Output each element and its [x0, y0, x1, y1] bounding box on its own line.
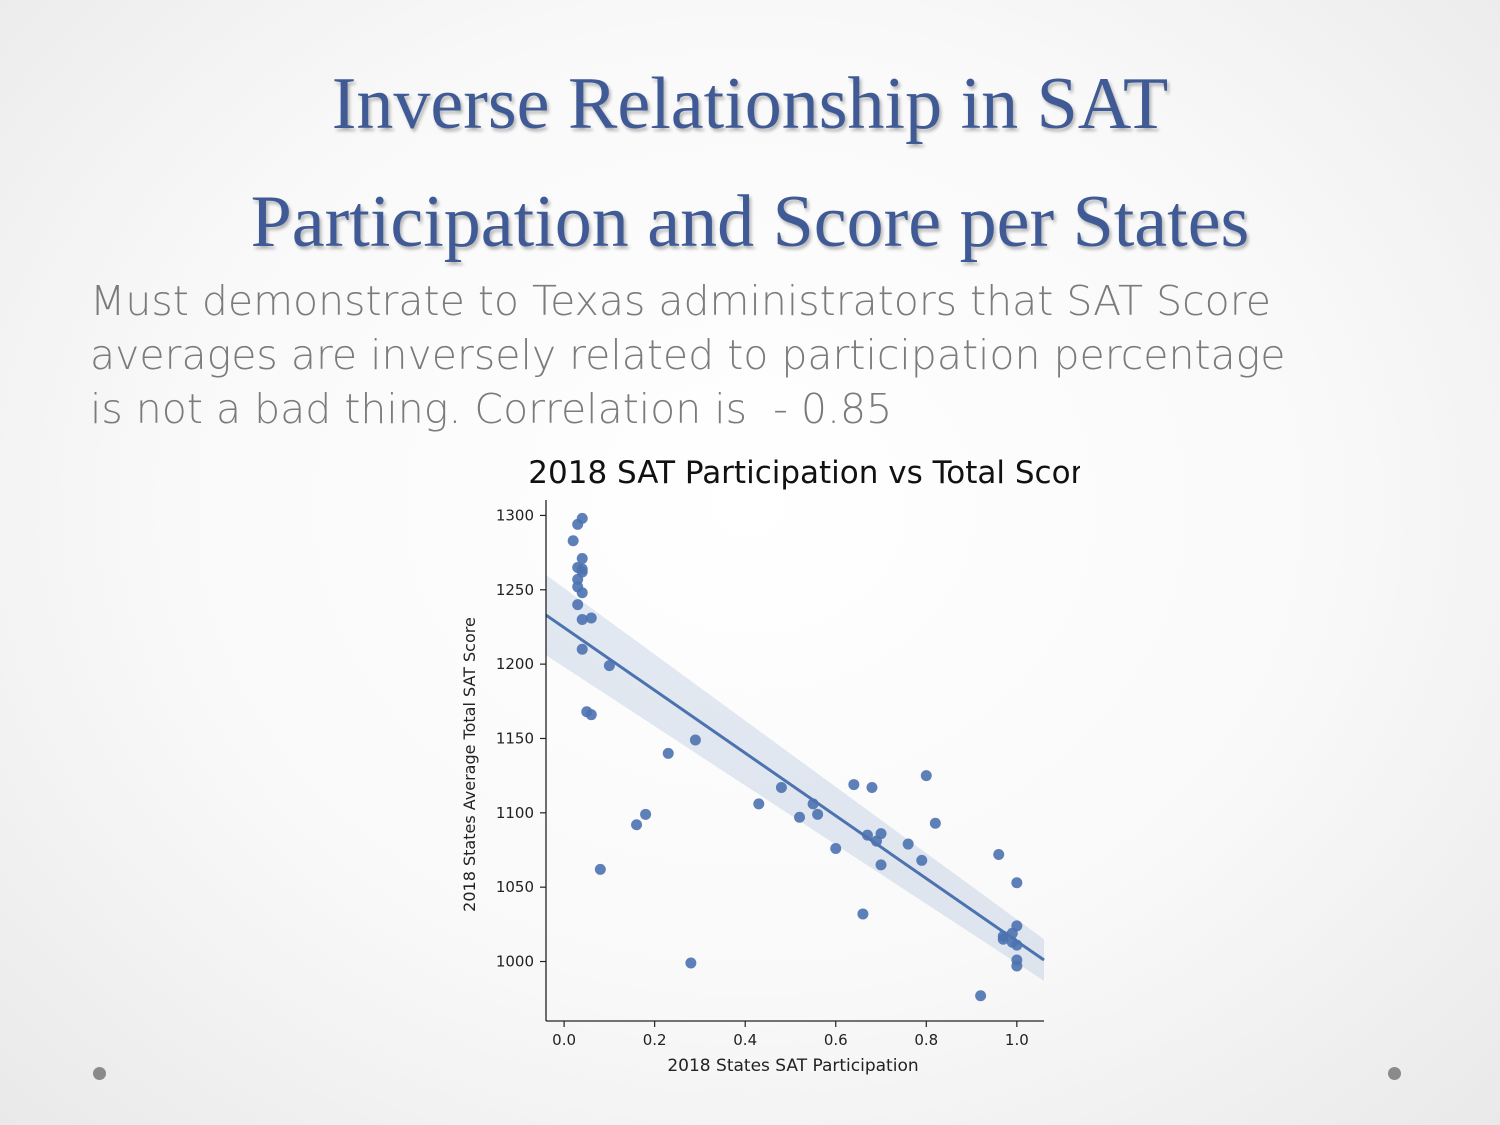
y-tick-label: 1050 — [496, 878, 534, 896]
data-point — [585, 612, 597, 624]
data-point — [576, 553, 588, 565]
x-tick-label: 0.8 — [914, 1031, 938, 1049]
chart-title: 2018 SAT Participation vs Total Score — [528, 455, 1080, 491]
data-point — [631, 819, 643, 831]
data-point — [875, 828, 887, 840]
data-point — [594, 863, 606, 875]
left-corner-dot — [93, 1067, 106, 1080]
y-tick-label: 1250 — [496, 581, 534, 599]
data-point — [857, 908, 869, 920]
data-point — [830, 843, 842, 855]
slide-body-text: Must demonstrate to Texas administrators… — [90, 274, 1430, 436]
data-point — [576, 643, 588, 655]
data-point — [997, 933, 1009, 945]
body-line-3: is not a bad thing. Correlation is - 0.8… — [90, 385, 893, 433]
data-point — [861, 829, 873, 841]
data-point — [603, 660, 615, 672]
data-point — [576, 614, 588, 626]
y-tick-label: 1150 — [496, 729, 534, 747]
regression-line — [545, 613, 1045, 962]
body-line-2: averages are inversely related to partic… — [90, 331, 1286, 379]
data-point — [812, 808, 824, 820]
x-axis-label: 2018 States SAT Participation — [667, 1056, 918, 1076]
x-tick-label: 0.4 — [733, 1031, 757, 1049]
data-point — [1011, 960, 1023, 972]
data-point — [875, 859, 887, 871]
slide-title: Inverse Relationship in SAT Participatio… — [0, 45, 1500, 281]
data-point — [1011, 939, 1023, 951]
x-tick-label: 0.6 — [824, 1031, 848, 1049]
data-point — [585, 709, 597, 721]
data-point — [775, 782, 787, 794]
data-point — [929, 817, 941, 829]
y-tick-label: 1100 — [496, 804, 534, 822]
data-point — [916, 854, 928, 866]
data-point — [1011, 877, 1023, 889]
data-point — [753, 798, 765, 810]
x-tick-label: 1.0 — [1005, 1031, 1029, 1049]
x-tick-label: 0.0 — [552, 1031, 576, 1049]
data-point — [640, 808, 652, 820]
data-point — [902, 838, 914, 850]
y-tick-label: 1200 — [496, 655, 534, 673]
y-tick-label: 1000 — [496, 953, 534, 971]
data-point — [975, 990, 987, 1002]
data-point — [567, 535, 579, 547]
y-tick-label: 1300 — [496, 506, 534, 524]
scatter-chart: 2018 SAT Participation vs Total Score 0.0… — [460, 455, 1080, 1076]
data-point — [848, 779, 860, 791]
data-point — [866, 782, 878, 794]
data-point — [689, 734, 701, 746]
slide-title-line-2: Participation and Score per States — [250, 181, 1250, 263]
data-point — [685, 957, 697, 969]
data-point — [920, 770, 932, 782]
confidence-band — [546, 574, 1044, 981]
data-point — [1011, 920, 1023, 932]
data-point — [662, 747, 674, 759]
data-point — [572, 599, 584, 611]
y-axis-label: 2018 States Average Total SAT Score — [460, 617, 479, 912]
data-point — [576, 587, 588, 599]
right-corner-dot — [1388, 1067, 1401, 1080]
data-point — [807, 798, 819, 810]
slide-title-line-1: Inverse Relationship in SAT — [331, 63, 1169, 145]
data-point — [794, 811, 806, 823]
data-point — [993, 848, 1005, 860]
body-line-1: Must demonstrate to Texas administrators… — [90, 277, 1271, 325]
x-tick-label: 0.2 — [643, 1031, 667, 1049]
data-point — [576, 512, 588, 524]
